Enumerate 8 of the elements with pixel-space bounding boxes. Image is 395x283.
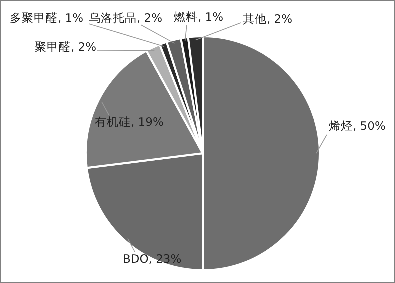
slice-label: 烯烃, 50%	[329, 118, 386, 133]
slice-label: 其他, 2%	[243, 12, 293, 26]
slice-label: 燃料, 1%	[174, 10, 224, 24]
slice-label: BDO, 23%	[123, 252, 182, 266]
slice-label: 聚甲醛, 2%	[35, 40, 97, 54]
slice-label: 有机硅, 19%	[95, 114, 164, 129]
slice-label: 乌洛托品, 2%	[89, 10, 163, 25]
slice-label: 多聚甲醛, 1%	[10, 10, 84, 25]
